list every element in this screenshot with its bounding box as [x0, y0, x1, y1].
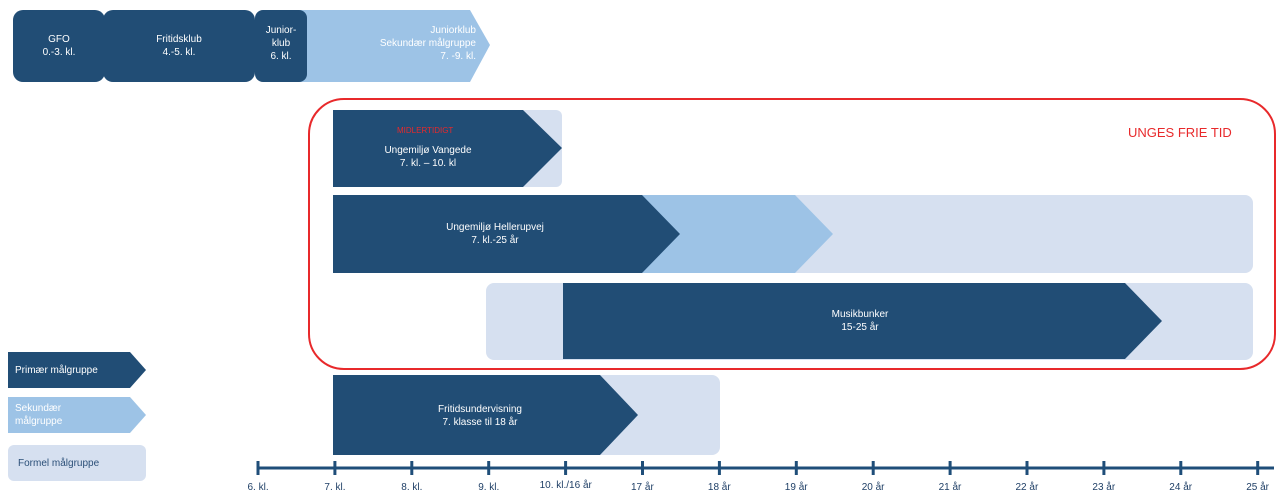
- axis-tick-label: 19 år: [784, 482, 808, 493]
- axis-tick-label: 10. kl./16 år: [539, 480, 592, 491]
- axis-tick-label: 24 år: [1169, 482, 1193, 493]
- fritidsundervisning-label: Fritidsundervisning 7. klasse til 18 år: [380, 403, 580, 429]
- musikbunker-line2: 15-25 år: [841, 322, 879, 333]
- vangede-line1: Ungemiljø Vangede: [384, 145, 472, 156]
- juniorklub-secondary-arrow: [290, 10, 490, 82]
- fritidsundervisning-line1: Fritidsundervisning: [438, 404, 522, 415]
- musikbunker-label: Musikbunker 15-25 år: [760, 308, 960, 334]
- hellerupvej-line1: Ungemiljø Hellerupvej: [446, 222, 544, 233]
- axis-tick-label: 25 år: [1246, 482, 1269, 493]
- axis-tick-label: 9. kl.: [478, 482, 500, 493]
- gfo-line2: 0.-3. kl.: [42, 47, 76, 58]
- hellerupvej-line2: 7. kl.-25 år: [471, 235, 519, 246]
- legend-secondary-swatch: [8, 397, 146, 433]
- vangede-line2: 7. kl. – 10. kl: [399, 158, 457, 169]
- fritidsundervisning-primary-arrow: [333, 375, 638, 455]
- axis-tick-label: 23 år: [1092, 482, 1116, 493]
- axis-tick-label: 22 år: [1015, 482, 1039, 493]
- juniorklub-secondary-line1: Juniorklub: [430, 25, 476, 36]
- vangede-primary-arrow: [333, 110, 562, 187]
- axis-tick-label: 17 år: [631, 482, 654, 493]
- musikbunker-primary-arrow: [563, 283, 1162, 359]
- unges-frie-tid-title: UNGES FRIE TID: [1128, 125, 1232, 140]
- legend-secondary-label: Sekundær målgruppe: [15, 402, 62, 428]
- vangede-label: Ungemiljø Vangede 7. kl. – 10. kl: [333, 144, 523, 170]
- juniorklub-label: Junior- klub 6. kl.: [255, 24, 307, 63]
- juniorklub-line1: Junior-: [265, 25, 297, 36]
- axis-tick-label: 20 år: [861, 482, 885, 493]
- juniorklub-secondary-line2: Sekundær målgruppe: [379, 38, 476, 49]
- legend-secondary-line2: målgruppe: [15, 416, 63, 427]
- vangede-note: MIDLERTIDIGT: [397, 126, 454, 135]
- legend-secondary-line1: Sekundær: [15, 403, 62, 414]
- gfo-line1: GFO: [48, 34, 70, 45]
- fritidsklub-line1: Fritidsklub: [156, 34, 202, 45]
- fritidsklub-box: [103, 10, 255, 82]
- gfo-label: GFO 0.-3. kl.: [13, 33, 105, 59]
- juniorklub-secondary-line3: 7. -9. kl.: [440, 51, 476, 62]
- legend-formal-label: Formel målgruppe: [18, 458, 100, 469]
- fritidsklub-line2: 4.-5. kl.: [162, 47, 196, 58]
- juniorklub-secondary-label: Juniorklub Sekundær målgruppe 7. -9. kl.: [330, 24, 476, 63]
- legend-primary-label: Primær målgruppe: [15, 365, 98, 376]
- axis-tick-label: 7. kl.: [324, 482, 346, 493]
- axis-tick-label: 21 år: [938, 482, 962, 493]
- juniorklub-line3: 6. kl.: [270, 51, 292, 62]
- fritidsklub-label: Fritidsklub 4.-5. kl.: [103, 33, 255, 59]
- legend-formal-swatch: [8, 445, 146, 481]
- hellerupvej-secondary-arrow: [610, 195, 833, 273]
- axis-tick-label: 18 år: [707, 482, 731, 493]
- musikbunker-line1: Musikbunker: [831, 309, 889, 320]
- hellerupvej-label: Ungemiljø Hellerupvej 7. kl.-25 år: [400, 221, 590, 247]
- hellerupvej-primary-arrow: [333, 195, 680, 273]
- fritidsundervisning-line2: 7. klasse til 18 år: [442, 417, 518, 428]
- unges-frie-tid-frame: [308, 98, 1276, 370]
- juniorklub-box: [255, 10, 307, 82]
- juniorklub-line2: klub: [271, 38, 291, 49]
- gfo-box: [13, 10, 105, 82]
- axis-tick-label: 6. kl.: [247, 482, 269, 493]
- legend-primary-swatch: [8, 352, 146, 388]
- axis-tick-label: 8. kl.: [401, 482, 423, 493]
